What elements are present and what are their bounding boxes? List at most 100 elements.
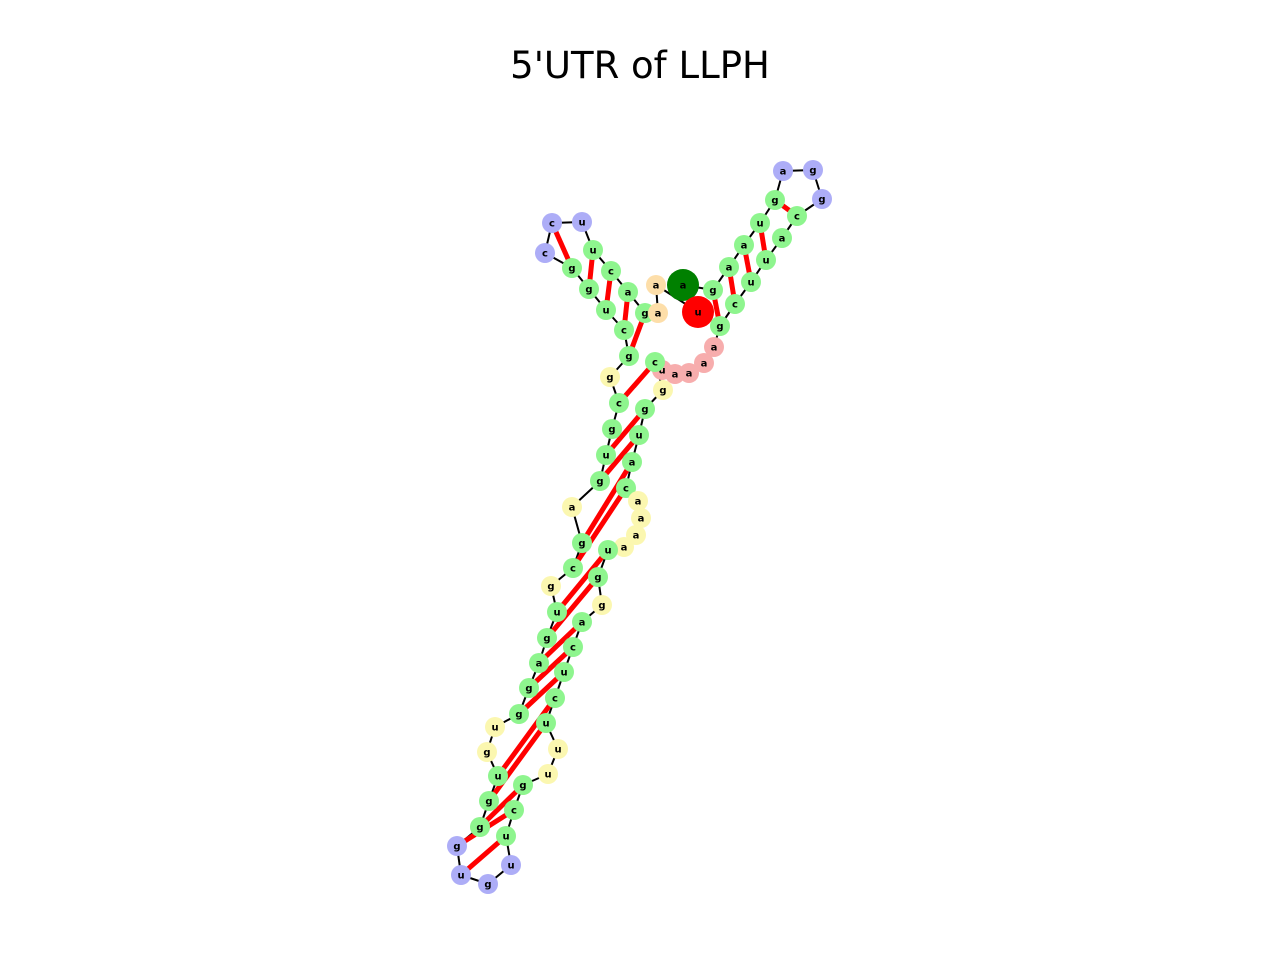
nucleotide-52: u bbox=[485, 717, 505, 737]
nucleotide-label: c bbox=[511, 806, 517, 817]
nucleotide-68: c bbox=[614, 320, 634, 340]
nucleotide-label: g bbox=[598, 601, 605, 612]
nucleotide-label: u bbox=[589, 246, 596, 257]
nucleotide-49: g bbox=[479, 791, 499, 811]
nucleotide-2: g bbox=[703, 280, 723, 300]
nucleotide-label: c bbox=[623, 484, 629, 495]
nucleotide-70: g bbox=[579, 279, 599, 299]
nucleotide-label: u bbox=[542, 719, 549, 730]
nucleotide-label: a bbox=[726, 263, 733, 274]
nucleotide-label: g bbox=[606, 373, 613, 384]
nucleotide-34: a bbox=[572, 612, 592, 632]
nucleotide-9: g bbox=[812, 189, 832, 209]
nucleotide-label: c bbox=[570, 564, 576, 575]
nucleotide-label: a bbox=[633, 531, 640, 542]
nucleotide-25: a bbox=[622, 452, 642, 472]
nucleotide-label: a bbox=[625, 288, 632, 299]
nucleotide-77: a bbox=[618, 282, 638, 302]
nucleotide-5: u bbox=[750, 213, 770, 233]
nucleotide-label: u bbox=[762, 256, 769, 267]
nucleotide-56: g bbox=[537, 628, 557, 648]
nucleotide-label: c bbox=[549, 219, 555, 230]
nucleotide-10: c bbox=[787, 206, 807, 226]
nucleotide-label: a bbox=[638, 514, 645, 525]
nucleotide-80: a bbox=[646, 275, 666, 295]
nucleotide-label: u bbox=[553, 608, 560, 619]
nucleotide-label: a bbox=[569, 503, 576, 514]
nucleotide-label: u bbox=[494, 772, 501, 783]
nucleotide-label: u bbox=[635, 431, 642, 442]
nucleotide-label: u bbox=[578, 218, 585, 229]
nucleotide-label: c bbox=[616, 399, 622, 410]
nucleotide-45: g bbox=[478, 874, 498, 894]
nucleotide-label: u bbox=[747, 278, 754, 289]
nucleotide-24: u bbox=[629, 425, 649, 445]
nucleotide-15: g bbox=[710, 316, 730, 336]
nucleotide-label: g bbox=[594, 573, 601, 584]
nucleotide-76: c bbox=[601, 261, 621, 281]
nucleotide-label: a bbox=[780, 167, 787, 178]
nucleotide-label: g bbox=[484, 880, 491, 891]
nucleotide-label: a bbox=[686, 369, 693, 380]
nucleotide-label: u bbox=[560, 668, 567, 679]
nucleotide-label: g bbox=[568, 264, 575, 275]
nucleotide-label: g bbox=[641, 309, 648, 320]
nucleotide-label: u bbox=[602, 451, 609, 462]
nucleotide-63: u bbox=[596, 445, 616, 465]
nucleotide-38: u bbox=[536, 713, 556, 733]
nucleotide-28: a bbox=[631, 508, 651, 528]
nucleotide-label: g bbox=[476, 823, 483, 834]
nucleotide-62: g bbox=[590, 471, 610, 491]
nucleotide-label: g bbox=[485, 797, 492, 808]
nucleotide-6: g bbox=[765, 190, 785, 210]
nucleotide-label: g bbox=[625, 352, 632, 363]
nucleotide-label: a bbox=[711, 343, 718, 354]
nucleotide-48: g bbox=[470, 817, 490, 837]
nucleotide-label: g bbox=[659, 386, 666, 397]
nucleotide-label: u bbox=[457, 871, 464, 882]
nucleotide-label: c bbox=[732, 300, 738, 311]
nucleotide-4: a bbox=[734, 235, 754, 255]
nucleotide-73: c bbox=[542, 213, 562, 233]
nucleotide-69: u bbox=[596, 300, 616, 320]
nucleotide-47: g bbox=[447, 836, 467, 856]
nucleotide-27: a bbox=[628, 491, 648, 511]
nucleotide-72: c bbox=[535, 243, 555, 263]
nucleotide-3: a bbox=[719, 257, 739, 277]
nucleotide-53: g bbox=[509, 704, 529, 724]
nucleotide-22: g bbox=[653, 380, 673, 400]
nucleotide-7: a bbox=[773, 161, 793, 181]
nucleotide-label: g bbox=[453, 842, 460, 853]
nucleotide-label: c bbox=[621, 326, 627, 337]
nucleotide-label: g bbox=[608, 425, 615, 436]
nucleotide-74: u bbox=[572, 212, 592, 232]
nucleotide-label: u bbox=[554, 745, 561, 756]
nucleotide-label: u bbox=[756, 219, 763, 230]
nucleotide-label: a bbox=[629, 458, 636, 469]
nucleotide-label: g bbox=[596, 477, 603, 488]
nucleotide-label: u bbox=[544, 770, 551, 781]
nucleotide-55: a bbox=[529, 653, 549, 673]
nucleotide-59: c bbox=[563, 558, 583, 578]
nucleotide-label: g bbox=[483, 748, 490, 759]
nucleotide-label: c bbox=[542, 249, 548, 260]
nucleotide-label: u bbox=[602, 306, 609, 317]
nucleotide-54: g bbox=[519, 678, 539, 698]
nucleotide-label: c bbox=[794, 212, 800, 223]
nucleotide-label: a bbox=[653, 281, 660, 292]
nucleotide-label: a bbox=[635, 497, 642, 508]
nucleotide-label: a bbox=[701, 359, 708, 370]
nucleotide-label: g bbox=[771, 196, 778, 207]
nucleotide-label: a bbox=[655, 309, 662, 320]
nucleotide-label: g bbox=[515, 710, 522, 721]
nucleotide-label: u bbox=[491, 723, 498, 734]
nucleotide-66: g bbox=[600, 367, 620, 387]
nucleotide-33: g bbox=[592, 595, 612, 615]
nucleotide-60: g bbox=[572, 533, 592, 553]
nucleotide-label: a bbox=[741, 241, 748, 252]
nucleotide-label: g bbox=[578, 539, 585, 550]
nucleotide-75: u bbox=[583, 240, 603, 260]
nucleotide-58: g bbox=[541, 576, 561, 596]
nucleotide-label: g bbox=[543, 634, 550, 645]
